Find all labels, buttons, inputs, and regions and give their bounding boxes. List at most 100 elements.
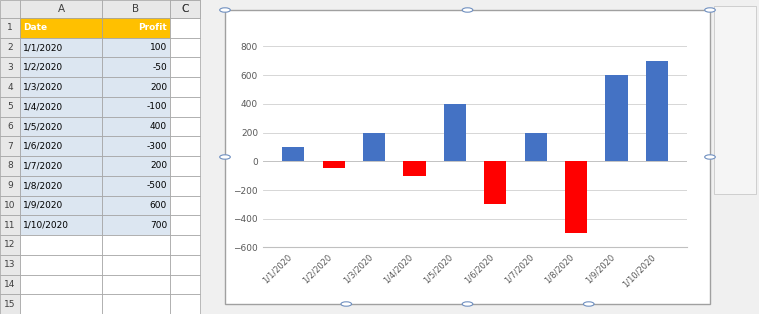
FancyBboxPatch shape — [20, 18, 102, 38]
Text: 400: 400 — [150, 122, 167, 131]
Text: 1/5/2020: 1/5/2020 — [23, 122, 63, 131]
Circle shape — [219, 8, 230, 12]
Bar — [323, 161, 345, 169]
Text: 10: 10 — [5, 201, 16, 210]
Bar — [524, 133, 546, 161]
FancyBboxPatch shape — [0, 77, 20, 97]
Bar — [363, 133, 386, 161]
FancyBboxPatch shape — [170, 117, 200, 136]
Text: 1/3/2020: 1/3/2020 — [23, 83, 63, 92]
Text: 11: 11 — [5, 221, 16, 230]
FancyBboxPatch shape — [20, 196, 102, 215]
Bar — [606, 75, 628, 161]
FancyBboxPatch shape — [102, 117, 170, 136]
FancyBboxPatch shape — [102, 97, 170, 117]
Text: 1/9/2020: 1/9/2020 — [23, 201, 63, 210]
FancyBboxPatch shape — [170, 57, 200, 77]
FancyBboxPatch shape — [102, 274, 170, 294]
Text: 8: 8 — [7, 161, 13, 171]
Text: 12: 12 — [5, 241, 16, 249]
FancyBboxPatch shape — [0, 156, 20, 176]
Circle shape — [704, 8, 715, 12]
Bar — [484, 161, 506, 204]
FancyBboxPatch shape — [20, 156, 102, 176]
FancyBboxPatch shape — [0, 0, 20, 18]
FancyBboxPatch shape — [0, 136, 20, 156]
Circle shape — [704, 155, 715, 159]
Text: -100: -100 — [146, 102, 167, 111]
Text: 100: 100 — [150, 43, 167, 52]
FancyBboxPatch shape — [20, 255, 102, 274]
Text: 9: 9 — [7, 181, 13, 190]
Bar — [565, 161, 587, 233]
FancyBboxPatch shape — [20, 215, 102, 235]
Text: 1/8/2020: 1/8/2020 — [23, 181, 63, 190]
FancyBboxPatch shape — [170, 235, 200, 255]
FancyBboxPatch shape — [170, 18, 200, 38]
FancyBboxPatch shape — [0, 255, 20, 274]
FancyBboxPatch shape — [0, 274, 20, 294]
FancyBboxPatch shape — [170, 156, 200, 176]
FancyBboxPatch shape — [20, 235, 102, 255]
FancyBboxPatch shape — [0, 176, 20, 196]
FancyBboxPatch shape — [225, 10, 710, 304]
FancyBboxPatch shape — [102, 215, 170, 235]
FancyBboxPatch shape — [0, 235, 20, 255]
FancyBboxPatch shape — [0, 117, 20, 136]
Text: 15: 15 — [5, 300, 16, 309]
Text: 7: 7 — [7, 142, 13, 151]
FancyBboxPatch shape — [20, 274, 102, 294]
Text: 1/6/2020: 1/6/2020 — [23, 142, 63, 151]
FancyBboxPatch shape — [713, 6, 755, 194]
FancyBboxPatch shape — [0, 18, 20, 38]
FancyBboxPatch shape — [102, 255, 170, 274]
FancyBboxPatch shape — [0, 294, 20, 314]
FancyBboxPatch shape — [170, 97, 200, 117]
Circle shape — [341, 302, 351, 306]
FancyBboxPatch shape — [102, 156, 170, 176]
FancyBboxPatch shape — [102, 0, 170, 18]
Text: -50: -50 — [153, 63, 167, 72]
Text: 1/10/2020: 1/10/2020 — [23, 221, 69, 230]
Circle shape — [462, 8, 473, 12]
Circle shape — [462, 302, 473, 306]
FancyBboxPatch shape — [102, 294, 170, 314]
Text: 6: 6 — [7, 122, 13, 131]
Text: 3: 3 — [7, 63, 13, 72]
Text: -300: -300 — [146, 142, 167, 151]
Text: A: A — [58, 4, 65, 14]
FancyBboxPatch shape — [0, 38, 20, 57]
Text: 200: 200 — [150, 161, 167, 171]
FancyBboxPatch shape — [20, 294, 102, 314]
FancyBboxPatch shape — [20, 136, 102, 156]
FancyBboxPatch shape — [102, 176, 170, 196]
FancyBboxPatch shape — [0, 97, 20, 117]
FancyBboxPatch shape — [102, 136, 170, 156]
Text: Date: Date — [23, 23, 47, 32]
Text: 1/7/2020: 1/7/2020 — [23, 161, 63, 171]
FancyBboxPatch shape — [20, 0, 102, 18]
FancyBboxPatch shape — [0, 57, 20, 77]
FancyBboxPatch shape — [170, 255, 200, 274]
Text: 1: 1 — [7, 23, 13, 32]
Text: Profit: Profit — [138, 23, 167, 32]
Text: C: C — [181, 4, 189, 14]
Text: 600: 600 — [150, 201, 167, 210]
Bar — [646, 61, 668, 161]
FancyBboxPatch shape — [170, 0, 200, 18]
FancyBboxPatch shape — [20, 176, 102, 196]
Text: 14: 14 — [5, 280, 16, 289]
FancyBboxPatch shape — [0, 196, 20, 215]
FancyBboxPatch shape — [170, 294, 200, 314]
FancyBboxPatch shape — [102, 77, 170, 97]
FancyBboxPatch shape — [102, 57, 170, 77]
FancyBboxPatch shape — [170, 136, 200, 156]
Text: 5: 5 — [7, 102, 13, 111]
Text: -500: -500 — [146, 181, 167, 190]
Text: B: B — [132, 4, 140, 14]
FancyBboxPatch shape — [170, 274, 200, 294]
Text: 13: 13 — [5, 260, 16, 269]
FancyBboxPatch shape — [170, 215, 200, 235]
Text: 2: 2 — [7, 43, 13, 52]
Circle shape — [219, 155, 230, 159]
